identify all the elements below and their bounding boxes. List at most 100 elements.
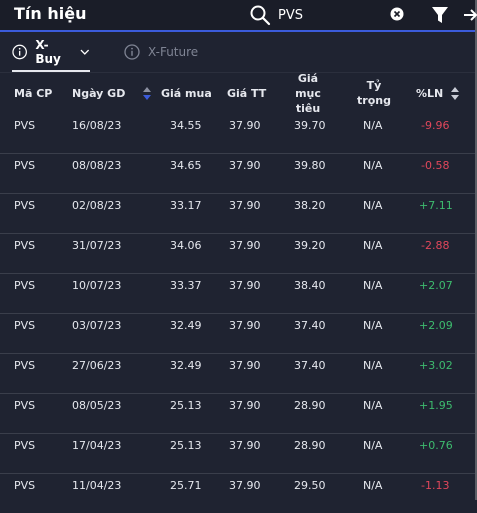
cell-ngay-gd: 08/08/23: [72, 159, 122, 172]
column-header-ngay-gd[interactable]: Ngày GD: [72, 73, 152, 113]
search-input[interactable]: [278, 4, 382, 26]
cell-ty-trong: N/A: [363, 359, 383, 372]
sort-icon[interactable]: [451, 86, 460, 100]
cell-ty-trong: N/A: [363, 319, 383, 332]
cell-ma-cp: PVS: [14, 119, 36, 132]
cell-ma-cp: PVS: [14, 359, 36, 372]
cell-gia-mua: 25.13: [170, 439, 202, 452]
cell-gia-tt: 37.90: [229, 279, 261, 292]
cell-ngay-gd: 17/04/23: [72, 439, 122, 452]
cell-gia-muc-tieu: 39.70: [294, 119, 326, 132]
tab-x-buy-label: X-Buy: [35, 38, 61, 66]
cell-ty-trong: N/A: [363, 279, 383, 292]
cell-ngay-gd: 11/04/23: [72, 479, 122, 492]
cell-gia-muc-tieu: 39.20: [294, 239, 326, 252]
cell-gia-mua: 25.71: [170, 479, 202, 492]
table-row[interactable]: PVS 10/07/23 33.37 37.90 38.40 N/A +2.07: [0, 273, 475, 314]
cell-gia-tt: 37.90: [229, 199, 261, 212]
cell-ma-cp: PVS: [14, 159, 36, 172]
cell-gia-tt: 37.90: [229, 359, 261, 372]
cell-gia-tt: 37.90: [229, 479, 261, 492]
info-icon: [124, 44, 140, 60]
cell-ty-trong: N/A: [363, 119, 383, 132]
cell-pct-ln: +7.11: [419, 199, 453, 212]
cell-ma-cp: PVS: [14, 319, 36, 332]
clear-icon[interactable]: [390, 7, 404, 21]
cell-gia-muc-tieu: 37.40: [294, 319, 326, 332]
cell-ngay-gd: 31/07/23: [72, 239, 122, 252]
search-icon[interactable]: [249, 4, 271, 26]
filter-icon[interactable]: [431, 5, 449, 25]
cell-gia-mua: 34.65: [170, 159, 202, 172]
cell-gia-mua: 34.06: [170, 239, 202, 252]
app-window: Tín hiệu X-Buy: [0, 0, 477, 500]
cell-gia-muc-tieu: 28.90: [294, 399, 326, 412]
table-row[interactable]: PVS 16/08/23 34.55 37.90 39.70 N/A -9.96: [0, 113, 475, 154]
cell-gia-tt: 37.90: [229, 119, 261, 132]
cell-ngay-gd: 08/05/23: [72, 399, 122, 412]
cell-gia-tt: 37.90: [229, 439, 261, 452]
cell-pct-ln: +2.09: [419, 319, 453, 332]
table-row[interactable]: PVS 11/04/23 25.71 37.90 29.50 N/A -1.13: [0, 473, 475, 513]
cell-gia-mua: 25.13: [170, 399, 202, 412]
cell-gia-muc-tieu: 38.40: [294, 279, 326, 292]
cell-ty-trong: N/A: [363, 399, 383, 412]
cell-gia-tt: 37.90: [229, 319, 261, 332]
arrow-right-icon[interactable]: [463, 6, 477, 24]
cell-gia-mua: 32.49: [170, 319, 202, 332]
cell-gia-tt: 37.90: [229, 399, 261, 412]
sort-icon[interactable]: [143, 86, 152, 100]
cell-ty-trong: N/A: [363, 439, 383, 452]
cell-gia-muc-tieu: 38.20: [294, 199, 326, 212]
table-row[interactable]: PVS 08/05/23 25.13 37.90 28.90 N/A +1.95: [0, 393, 475, 434]
table-row[interactable]: PVS 03/07/23 32.49 37.90 37.40 N/A +2.09: [0, 313, 475, 354]
table-row[interactable]: PVS 08/08/23 34.65 37.90 39.80 N/A -0.58: [0, 153, 475, 194]
cell-pct-ln: +0.76: [419, 439, 453, 452]
tab-x-buy[interactable]: X-Buy: [12, 32, 90, 72]
cell-gia-mua: 32.49: [170, 359, 202, 372]
cell-ty-trong: N/A: [363, 239, 383, 252]
column-header-ty-trong-line1: Tỷ: [366, 79, 382, 92]
cell-ngay-gd: 27/06/23: [72, 359, 122, 372]
cell-gia-tt: 37.90: [229, 159, 261, 172]
table-row[interactable]: PVS 31/07/23 34.06 37.90 39.20 N/A -2.88: [0, 233, 475, 274]
cell-gia-muc-tieu: 29.50: [294, 479, 326, 492]
tab-x-future[interactable]: X-Future: [124, 32, 198, 72]
column-header-gia-muc-tieu-line1: Giá mục: [295, 71, 321, 100]
table-row[interactable]: PVS 02/08/23 33.17 37.90 38.20 N/A +7.11: [0, 193, 475, 234]
table-header: Mã CP Ngày GD Giá mua Giá TT Giá mục tiê…: [0, 71, 475, 115]
cell-gia-muc-tieu: 37.40: [294, 359, 326, 372]
column-header-ma-cp: Mã CP: [14, 86, 53, 100]
cell-ma-cp: PVS: [14, 199, 36, 212]
column-header-pct-ln[interactable]: %LN: [416, 73, 460, 113]
tab-x-future-label: X-Future: [148, 45, 199, 59]
cell-ma-cp: PVS: [14, 399, 36, 412]
cell-gia-mua: 33.17: [170, 199, 202, 212]
page-title: Tín hiệu: [14, 4, 87, 23]
column-header-gia-tt: Giá TT: [227, 86, 267, 100]
column-header-pct-ln-label: %LN: [416, 86, 444, 100]
cell-ngay-gd: 02/08/23: [72, 199, 122, 212]
table-row[interactable]: PVS 27/06/23 32.49 37.90 37.40 N/A +3.02: [0, 353, 475, 394]
column-header-ty-trong-line2: trọng: [357, 94, 391, 107]
info-icon: [12, 44, 27, 60]
cell-ngay-gd: 03/07/23: [72, 319, 122, 332]
table-row[interactable]: PVS 17/04/23 25.13 37.90 28.90 N/A +0.76: [0, 433, 475, 474]
chevron-down-icon[interactable]: [80, 48, 90, 56]
cell-ty-trong: N/A: [363, 159, 383, 172]
cell-gia-muc-tieu: 28.90: [294, 439, 326, 452]
cell-pct-ln: -0.58: [421, 159, 450, 172]
cell-gia-tt: 37.90: [229, 239, 261, 252]
cell-ty-trong: N/A: [363, 479, 383, 492]
cell-ty-trong: N/A: [363, 199, 383, 212]
column-header-gia-muc-tieu: Giá mục tiêu: [285, 71, 331, 115]
cell-pct-ln: +1.95: [419, 399, 453, 412]
cell-ngay-gd: 10/07/23: [72, 279, 122, 292]
cell-pct-ln: -9.96: [421, 119, 450, 132]
cell-pct-ln: -2.88: [421, 239, 450, 252]
column-header-gia-mua: Giá mua: [161, 86, 212, 100]
cell-ma-cp: PVS: [14, 479, 36, 492]
cell-gia-mua: 34.55: [170, 119, 202, 132]
top-bar: Tín hiệu: [0, 0, 477, 32]
cell-ma-cp: PVS: [14, 239, 36, 252]
